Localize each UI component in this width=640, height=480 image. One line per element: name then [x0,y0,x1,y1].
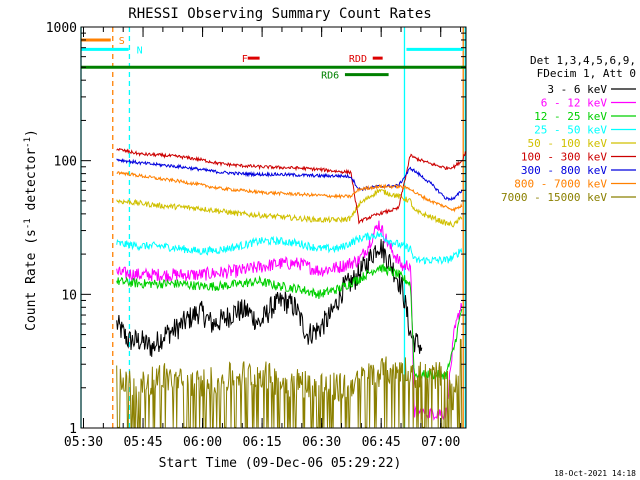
x-tick-label-2: 06:00 [183,435,222,450]
series-line-2 [116,262,463,381]
x-tick-label-0: 05:30 [64,435,103,450]
legend-label-4: 50 - 100 keV [528,137,608,150]
legend-label-3: 25 - 50 keV [534,124,607,137]
flag-label-4: F [242,54,248,65]
series-line-7 [116,170,463,213]
legend-header-1: FDecim 1, Att 0 [537,67,636,80]
plot-frame [80,26,467,429]
y-tick-label-0: 1 [69,422,77,437]
flag-bars: S N F RDD RD6 [81,36,466,82]
flag-label-6: RD6 [321,71,339,82]
x-axis: 05:30 05:45 06:00 06:15 06:30 06:45 07:00 [64,27,462,450]
legend-label-0: 3 - 6 keV [547,83,607,96]
x-tick-label-5: 06:45 [362,435,401,450]
x-tick-label-1: 05:45 [123,435,162,450]
y-tick-label-3: 1000 [46,21,77,36]
x-tick-label-6: 07:00 [421,435,460,450]
y-axis-label-mid: detector [24,148,39,219]
flag-label-1: N [137,45,143,56]
vertical-markers [80,27,466,428]
x-tick-label-3: 06:15 [243,435,282,450]
series-line-3 [116,231,463,265]
legend-label-1: 6 - 12 keV [541,97,608,110]
series-line-5 [116,148,466,225]
legend: Det 1,3,4,5,6,9,FDecim 1, Att 0 3 - 6 keV… [501,54,636,204]
legend-label-2: 12 - 25 keV [534,110,607,123]
legend-label-7: 800 - 7000 keV [514,178,607,191]
series-line-1 [116,220,463,421]
series-line-8 [116,338,463,428]
series-line-6 [116,158,463,202]
flag-label-0: S [119,36,125,47]
y-axis-label-exp1: -1 [23,218,33,229]
legend-label-8: 7000 - 15000 keV [501,191,607,204]
legend-label-6: 300 - 800 keV [521,164,607,177]
series-line-4 [116,188,463,228]
x-tick-label-4: 06:30 [302,435,341,450]
y-tick-label-1: 10 [61,288,77,303]
y-axis-label-exp2: -1 [23,137,33,148]
flag-label-5: RDD [349,54,367,65]
legend-label-5: 100 - 300 keV [521,151,607,164]
legend-header-0: Det 1,3,4,5,6,9, [530,54,636,67]
series-line-0 [116,239,423,357]
series-lines [116,148,466,428]
chart-title: RHESSI Observing Summary Count Rates [128,6,431,22]
y-axis-label-main: Count Rate (s [24,229,39,331]
y-axis: 1 10 100 1000 [46,21,466,437]
footer-timestamp: 18-Oct-2021 14:18 [554,469,636,478]
y-axis-label-close: ) [24,129,39,137]
y-tick-label-2: 100 [54,155,77,170]
y-axis-label: Count Rate (s-1 detector-1) [23,129,39,331]
x-axis-label: Start Time (09-Dec-06 05:29:22) [159,456,402,471]
